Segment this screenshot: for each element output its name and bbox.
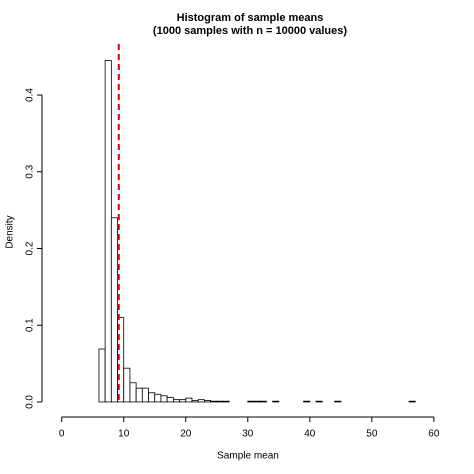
bar [141,387,149,403]
bar [259,400,267,403]
bar [408,400,416,403]
bar [117,317,125,403]
x-tick-label: 30 [242,429,254,440]
bar [210,400,218,403]
x-tick-label: 40 [304,429,316,440]
bar [247,400,255,403]
bar [104,60,112,403]
bar [154,393,162,403]
bar [253,400,261,403]
bar [110,217,118,403]
bar [185,397,193,403]
bar [172,399,180,403]
bar [148,392,156,403]
y-tick-label: 0.1 [25,318,36,332]
bar [179,399,187,403]
bar [98,348,106,403]
bar [129,382,137,403]
bar [123,367,131,403]
x-tick-label: 60 [428,429,440,440]
y-tick-label: 0.0 [25,395,36,409]
chart-subtitle: (1000 samples with n = 10000 values) [153,25,347,37]
x-tick-label: 0 [59,429,65,440]
bar [135,387,143,403]
bar [272,400,280,403]
bar [334,400,342,403]
x-tick-label: 50 [366,429,378,440]
bar [216,400,224,403]
y-tick-label: 0.2 [25,241,36,255]
y-tick-label: 0.3 [25,164,36,178]
x-tick-label: 10 [118,429,130,440]
bar [315,400,323,403]
bar [222,400,230,403]
bar [166,396,174,403]
y-axis-label: Density [5,215,16,248]
chart-title: Histogram of sample means [177,12,324,24]
bar [160,395,168,403]
bar [203,400,211,403]
y-tick-label: 0.4 [25,88,36,102]
bar [303,400,311,403]
x-tick-label: 20 [180,429,192,440]
bar [197,399,205,403]
bar [191,400,199,403]
x-axis-label: Sample mean [217,451,279,462]
